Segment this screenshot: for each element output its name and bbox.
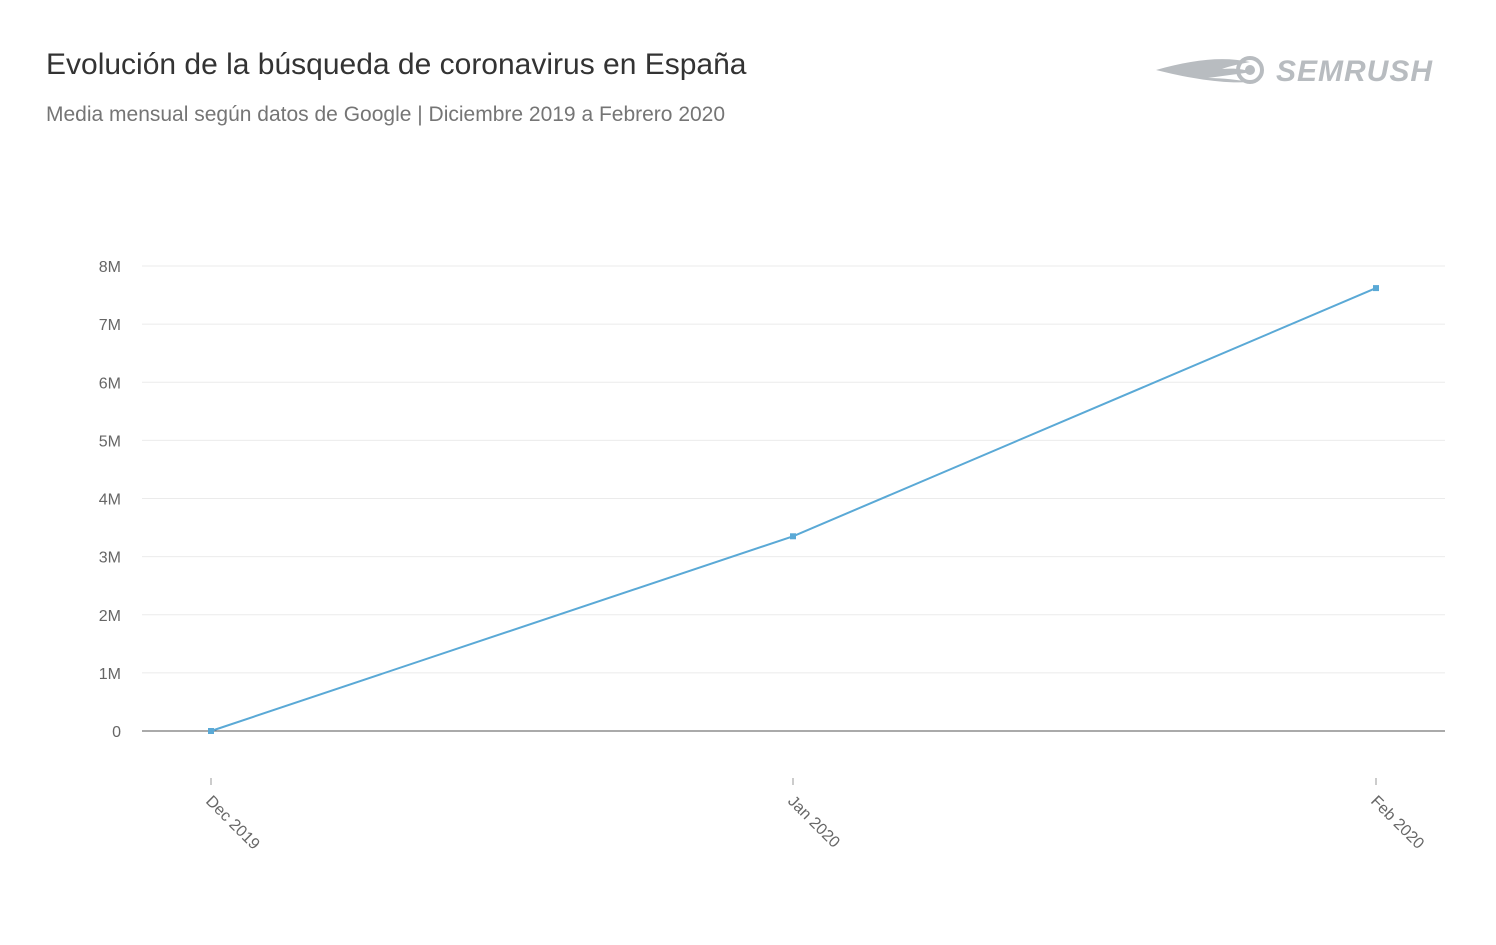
series-line — [210, 287, 1377, 732]
y-tick-label: 1M — [99, 666, 121, 683]
data-point — [208, 728, 214, 734]
y-tick-label: 5M — [99, 433, 121, 450]
y-tick-label: 3M — [99, 550, 121, 567]
y-tick-label: 4M — [99, 492, 121, 509]
x-tick-label: Feb 2020 — [1367, 793, 1427, 853]
y-axis-labels: 0 1M 2M 3M 4M 5M 6M 7M 8M — [99, 259, 121, 741]
y-tick-label: 0 — [112, 724, 121, 741]
data-point — [790, 533, 796, 540]
y-tick-label: 6M — [99, 375, 121, 392]
x-tick-label: Dec 2019 — [202, 793, 263, 854]
logo-ring-icon — [1236, 56, 1264, 84]
y-tick-label: 8M — [99, 259, 121, 276]
logo-flame-icon — [1156, 59, 1252, 83]
x-tick-label: Jan 2020 — [784, 793, 843, 852]
logo-text: SEMRUSH — [1276, 55, 1433, 88]
chart-title: Evolución de la búsqueda de coronavirus … — [46, 48, 747, 81]
data-point — [1373, 285, 1379, 292]
x-axis — [142, 730, 1445, 785]
y-tick-label: 2M — [99, 608, 121, 625]
chart-subtitle: Media mensual según datos de Google | Di… — [46, 103, 726, 126]
y-tick-label: 7M — [99, 317, 121, 334]
semrush-logo: SEMRUSH — [1156, 55, 1433, 88]
series — [208, 285, 1379, 734]
x-axis-labels: Dec 2019 Jan 2020 Feb 2020 — [202, 793, 1427, 854]
grid-lines — [142, 265, 1445, 674]
